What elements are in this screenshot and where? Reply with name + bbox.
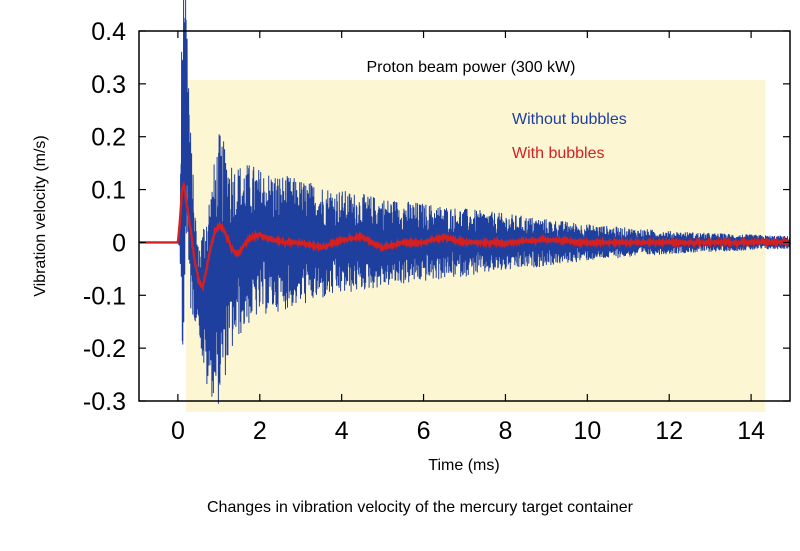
y-tick-label: -0.1 bbox=[83, 282, 126, 310]
region-label: Proton beam power (300 kW) bbox=[367, 59, 576, 76]
x-tick-label: 2 bbox=[253, 417, 267, 445]
y-tick-label: 0.2 bbox=[91, 124, 126, 152]
figure-caption: Changes in vibration velocity of the mer… bbox=[207, 499, 634, 516]
x-tick-label: 0 bbox=[171, 417, 185, 445]
y-tick-label: 0.3 bbox=[91, 71, 126, 99]
x-tick-label: 10 bbox=[573, 417, 601, 445]
y-tick-label: 0 bbox=[112, 229, 126, 257]
legend-with-bubbles: With bubbles bbox=[512, 145, 605, 162]
y-tick-label: 0.4 bbox=[91, 18, 126, 46]
y-tick-label: -0.2 bbox=[83, 335, 126, 363]
series-with-bubbles-line bbox=[139, 180, 792, 293]
x-tick-label: 6 bbox=[417, 417, 431, 445]
x-tick-label: 14 bbox=[737, 417, 765, 445]
tick-layer: 0 2 4 6 8 10 12 14 0.4 0.3 0.2 0.1 0 -0.1 -0.2 -0.3 bbox=[83, 18, 790, 445]
x-axis-label: Time (ms) bbox=[428, 457, 499, 474]
y-tick-label: -0.3 bbox=[83, 388, 126, 416]
x-tick-label: 8 bbox=[498, 417, 512, 445]
y-tick-label: 0.1 bbox=[91, 177, 126, 205]
legend-without-bubbles: Without bubbles bbox=[512, 111, 627, 128]
x-tick-label: 12 bbox=[655, 417, 683, 445]
series-layer bbox=[139, 0, 792, 404]
x-tick-label: 4 bbox=[335, 417, 349, 445]
plot-frame bbox=[138, 30, 791, 402]
y-axis-label: Vibration velocity (m/s) bbox=[32, 135, 49, 297]
